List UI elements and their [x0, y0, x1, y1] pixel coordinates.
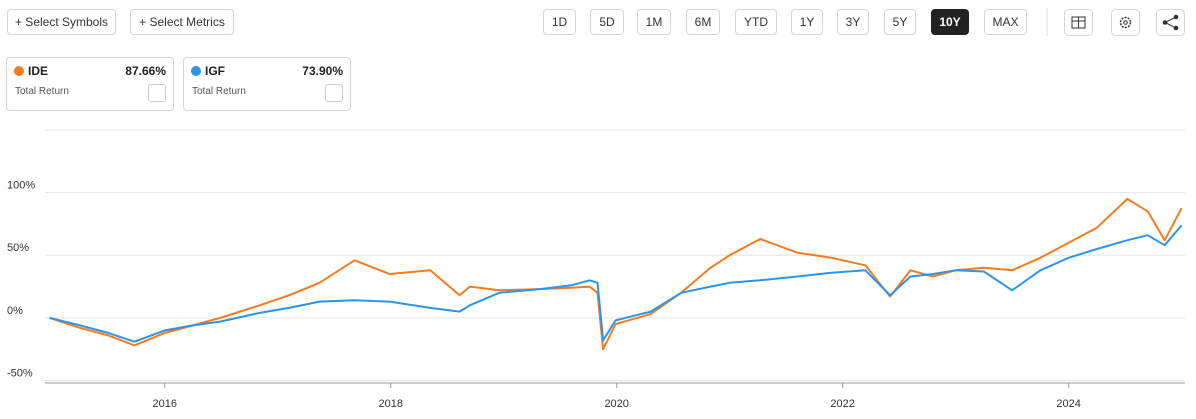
legend-swatch: [191, 66, 201, 76]
share-icon: [1173, 25, 1179, 31]
symbol-card[interactable]: IGF 73.90% Total Return: [183, 57, 351, 111]
series-line: [49, 197, 1183, 351]
share-icon: [1173, 14, 1179, 20]
share-button[interactable]: [1156, 9, 1185, 36]
x-tick-label: 2016: [153, 398, 177, 410]
legend-name: IDE: [28, 64, 49, 78]
settings-button[interactable]: [1111, 9, 1140, 36]
card-metric: Total Return: [192, 86, 246, 97]
range-button[interactable]: 10Y: [931, 9, 969, 35]
range-button[interactable]: 5Y: [884, 9, 916, 35]
settings-icon: [1119, 16, 1132, 29]
chart-icon[interactable]: [148, 84, 166, 102]
settings-icon: [1123, 20, 1128, 25]
range-button[interactable]: 6M: [686, 9, 720, 35]
select-button[interactable]: + Select Metrics: [130, 9, 234, 35]
x-tick-label: 2022: [830, 398, 854, 410]
x-tick-label: 2024: [1056, 398, 1080, 410]
range-button[interactable]: 3Y: [837, 9, 869, 35]
series-line: [49, 224, 1183, 343]
share-icon: [1162, 20, 1168, 25]
range-button[interactable]: 1M: [637, 9, 671, 35]
card-value: 87.66%: [125, 64, 166, 78]
range-button[interactable]: YTD: [735, 9, 777, 35]
x-tick-label: 2020: [604, 398, 628, 410]
card-metric: Total Return: [15, 86, 69, 97]
toolbar-icons: [1046, 8, 1185, 36]
select-button[interactable]: + Select Symbols: [7, 9, 116, 35]
y-tick-label: 50%: [7, 242, 29, 254]
symbol-card[interactable]: IDE 87.66% Total Return: [6, 57, 174, 111]
y-tick-label: -50%: [7, 367, 33, 379]
y-tick-label: 100%: [7, 180, 35, 192]
card-value: 73.90%: [302, 64, 343, 78]
y-tick-label: 0%: [7, 305, 23, 317]
chart-icon[interactable]: [325, 84, 343, 102]
x-tick-label: 2018: [378, 398, 402, 410]
legend-swatch: [14, 66, 24, 76]
range-button[interactable]: 1Y: [791, 9, 823, 35]
range-button[interactable]: MAX: [984, 9, 1027, 35]
range-button[interactable]: 1D: [543, 9, 576, 35]
legend-name: IGF: [205, 64, 225, 78]
range-button[interactable]: 5D: [590, 9, 624, 35]
